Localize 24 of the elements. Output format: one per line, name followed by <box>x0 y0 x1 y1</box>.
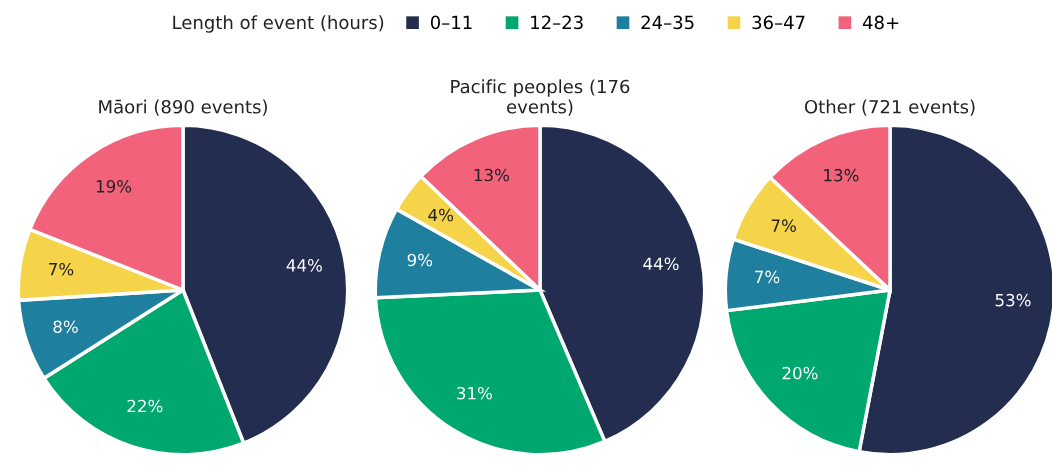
data-label: 13% <box>474 168 509 182</box>
data-label: 13% <box>824 168 859 182</box>
legend-label: 0–11 <box>430 15 472 30</box>
data-label: 7% <box>49 262 74 276</box>
chart-title: Other (721 events) <box>804 99 975 116</box>
legend-label: 36–47 <box>752 15 805 30</box>
legend-label: 48+ <box>862 15 899 30</box>
data-label: 7% <box>771 219 796 232</box>
data-label: 8% <box>53 320 78 334</box>
data-label: 4% <box>428 208 454 222</box>
data-label: 22% <box>127 399 163 413</box>
data-label: 19% <box>96 180 132 193</box>
text: Māori (890 events) <box>99 99 267 116</box>
data-label: 53% <box>995 293 1031 307</box>
data-label: 9% <box>407 253 433 267</box>
legend-label: 24–35 <box>641 15 694 30</box>
data-label: 44% <box>286 259 322 272</box>
chart-title: Pacific peoples (176 events) <box>451 79 630 116</box>
data-label: 20% <box>782 366 818 380</box>
legend-label: 12–23 <box>531 15 583 30</box>
data-label: 44% <box>643 257 679 271</box>
data-label: 31% <box>457 386 492 400</box>
data-label: 7% <box>755 270 780 284</box>
legend-title: Length of event (hours) <box>173 15 384 33</box>
